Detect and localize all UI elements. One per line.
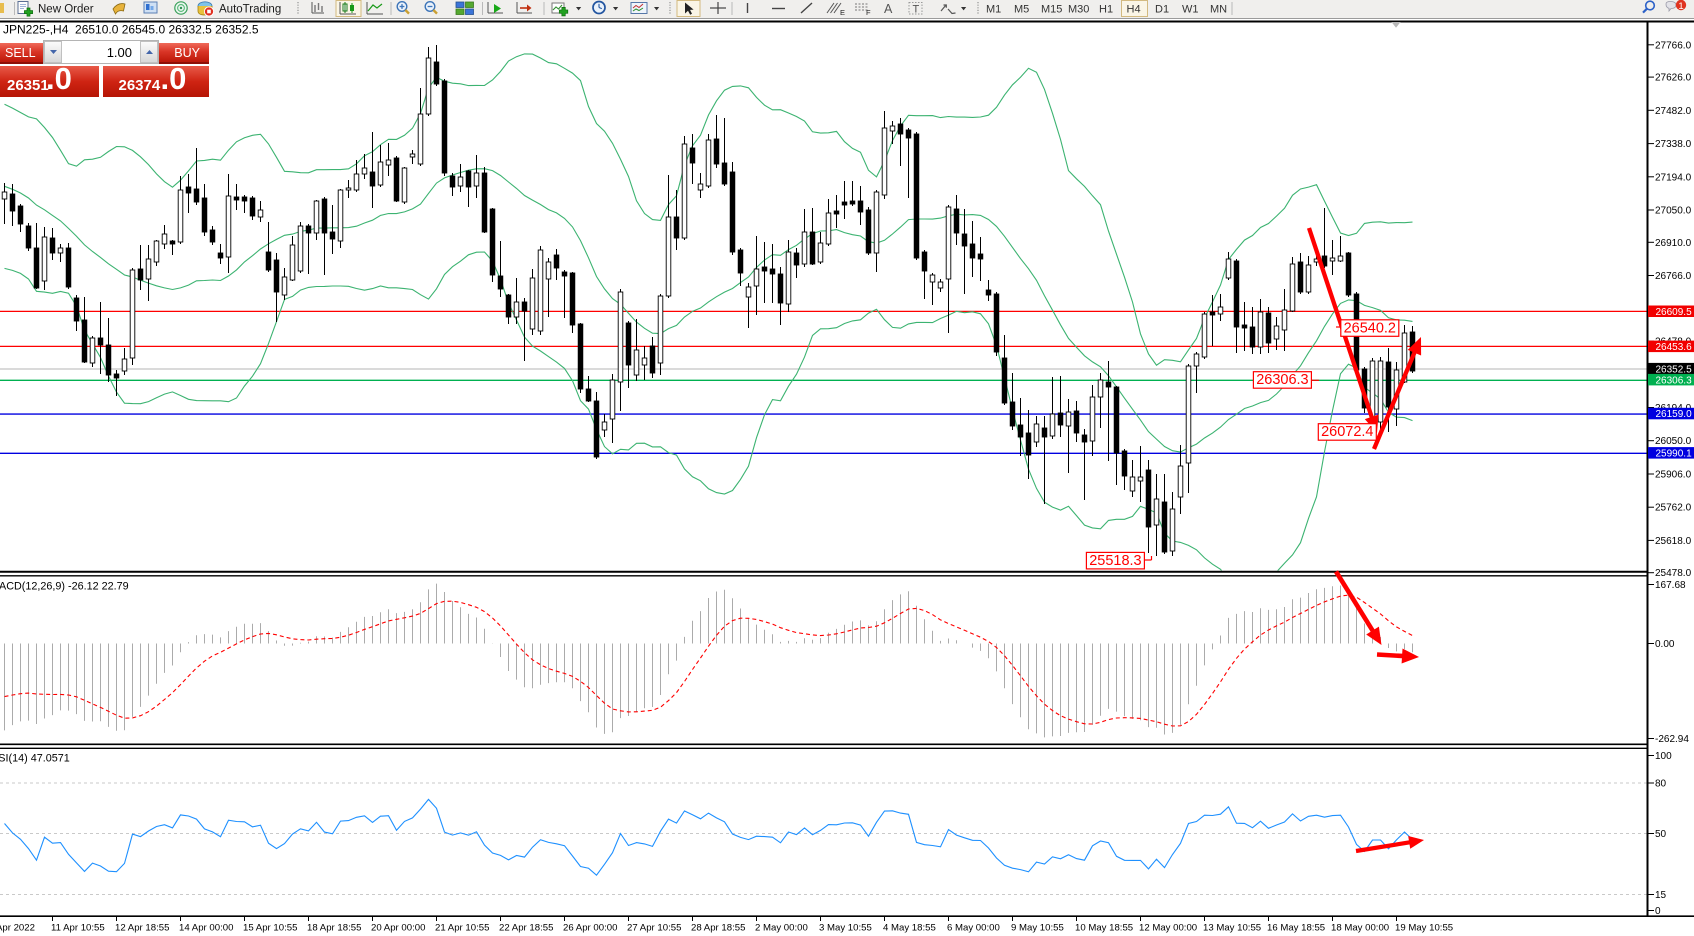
svg-text:27482.0: 27482.0 xyxy=(1655,106,1692,117)
svg-text:MN: MN xyxy=(1210,4,1227,16)
svg-text:E: E xyxy=(840,8,845,17)
svg-text:H4: H4 xyxy=(1127,4,1141,16)
svg-text:0.00: 0.00 xyxy=(1655,639,1675,650)
svg-text:25906.0: 25906.0 xyxy=(1655,470,1692,481)
svg-text:27194.0: 27194.0 xyxy=(1655,172,1692,183)
svg-text:27050.0: 27050.0 xyxy=(1655,206,1692,217)
svg-text:M30: M30 xyxy=(1068,4,1089,16)
svg-text:M15: M15 xyxy=(1041,4,1062,16)
svg-text:26910.0: 26910.0 xyxy=(1655,238,1692,249)
svg-text:12 Apr 18:55: 12 Apr 18:55 xyxy=(115,923,169,934)
svg-text:26072.4: 26072.4 xyxy=(1321,424,1373,440)
svg-text:10 May 18:55: 10 May 18:55 xyxy=(1075,923,1133,934)
svg-text:167.68: 167.68 xyxy=(1655,580,1686,591)
svg-text:18 May 00:00: 18 May 00:00 xyxy=(1331,923,1389,934)
svg-text:25518.3: 25518.3 xyxy=(1089,553,1141,569)
svg-text:18 Apr 18:55: 18 Apr 18:55 xyxy=(307,923,361,934)
svg-text:T: T xyxy=(913,4,920,16)
svg-text:25618.0: 25618.0 xyxy=(1655,536,1692,547)
svg-text:D1: D1 xyxy=(1155,4,1169,16)
svg-text:New Order: New Order xyxy=(38,4,94,16)
svg-text:50: 50 xyxy=(1655,829,1667,840)
svg-text:25762.0: 25762.0 xyxy=(1655,503,1692,514)
svg-text:12 May 00:00: 12 May 00:00 xyxy=(1139,923,1197,934)
svg-text:H1: H1 xyxy=(1099,4,1113,16)
svg-text:JPN225-,H4 26510.0 26545.0 26: JPN225-,H4 26510.0 26545.0 26332.5 26352… xyxy=(3,23,259,37)
svg-text:26050.0: 26050.0 xyxy=(1655,436,1692,447)
svg-text:3 May 10:55: 3 May 10:55 xyxy=(819,923,872,934)
svg-text:26540.2: 26540.2 xyxy=(1344,320,1396,336)
svg-text:MACD(12,26,9) -26.12 22.79: MACD(12,26,9) -26.12 22.79 xyxy=(0,581,129,593)
svg-text:4 May 18:55: 4 May 18:55 xyxy=(883,923,936,934)
svg-text:15: 15 xyxy=(1655,890,1667,901)
svg-text:AutoTrading: AutoTrading xyxy=(219,4,281,16)
svg-text:M5: M5 xyxy=(1014,4,1029,16)
svg-text:20 Apr 00:00: 20 Apr 00:00 xyxy=(371,923,425,934)
svg-text:26 Apr 00:00: 26 Apr 00:00 xyxy=(563,923,617,934)
svg-text:19 May 10:55: 19 May 10:55 xyxy=(1395,923,1453,934)
svg-text:80: 80 xyxy=(1655,779,1667,790)
svg-text:26159.0: 26159.0 xyxy=(1656,409,1693,420)
svg-text:21 Apr 10:55: 21 Apr 10:55 xyxy=(435,923,489,934)
svg-text:27626.0: 27626.0 xyxy=(1655,73,1692,84)
svg-text:26766.0: 26766.0 xyxy=(1655,271,1692,282)
svg-text:6 May 00:00: 6 May 00:00 xyxy=(947,923,1000,934)
svg-text:25990.1: 25990.1 xyxy=(1656,449,1693,460)
svg-text:22 Apr 18:55: 22 Apr 18:55 xyxy=(499,923,553,934)
svg-text:16 May 18:55: 16 May 18:55 xyxy=(1267,923,1325,934)
svg-text:9 May 10:55: 9 May 10:55 xyxy=(1011,923,1064,934)
svg-text:0: 0 xyxy=(1655,906,1661,917)
svg-text:28 Apr 18:55: 28 Apr 18:55 xyxy=(691,923,745,934)
svg-text:27766.0: 27766.0 xyxy=(1655,40,1692,51)
svg-text:26352.5: 26352.5 xyxy=(1656,364,1693,375)
svg-text:2 May 00:00: 2 May 00:00 xyxy=(755,923,808,934)
svg-text:27338.0: 27338.0 xyxy=(1655,139,1692,150)
svg-text:A: A xyxy=(884,2,893,16)
svg-text:-262.94: -262.94 xyxy=(1655,734,1689,745)
svg-text:W1: W1 xyxy=(1182,4,1199,16)
svg-text:26453.6: 26453.6 xyxy=(1656,342,1693,353)
svg-text:8 Apr 2022: 8 Apr 2022 xyxy=(0,923,35,934)
svg-text:14 Apr 00:00: 14 Apr 00:00 xyxy=(179,923,233,934)
svg-text:100: 100 xyxy=(1655,751,1672,762)
svg-text:26306.3: 26306.3 xyxy=(1256,372,1308,388)
svg-text:13 May 10:55: 13 May 10:55 xyxy=(1203,923,1261,934)
svg-text:1: 1 xyxy=(1678,1,1683,12)
svg-text:27 Apr 10:55: 27 Apr 10:55 xyxy=(627,923,681,934)
svg-text:11 Apr 10:55: 11 Apr 10:55 xyxy=(51,923,105,934)
svg-text:F: F xyxy=(866,8,871,17)
svg-text:M1: M1 xyxy=(986,4,1001,16)
svg-text:26609.5: 26609.5 xyxy=(1656,307,1693,318)
svg-text:26306.3: 26306.3 xyxy=(1656,375,1693,386)
svg-text:15 Apr 10:55: 15 Apr 10:55 xyxy=(243,923,297,934)
svg-text:25478.0: 25478.0 xyxy=(1655,568,1692,579)
svg-text:RSI(14) 47.0571: RSI(14) 47.0571 xyxy=(0,753,70,765)
